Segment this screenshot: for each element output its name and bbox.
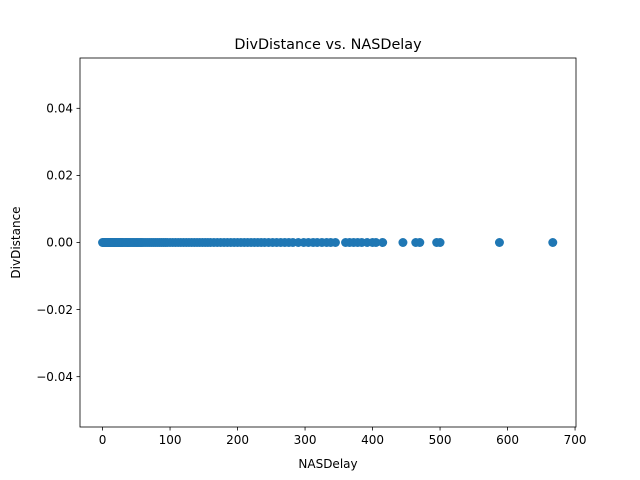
x-tick-label: 300 [294,433,317,447]
x-axis: 0 100 200 300 400 500 600 700 [99,427,587,447]
y-tick-label: −0.02 [36,303,73,317]
chart-title: DivDistance vs. NASDelay [234,37,422,53]
x-axis-title: NASDelay [298,457,357,471]
data-point [415,238,425,247]
x-tick-label: 400 [361,433,384,447]
data-point [398,238,408,247]
x-tick-label: 100 [159,433,182,447]
y-tick-label: 0.02 [46,169,73,183]
data-point [330,238,340,247]
data-point [494,238,504,247]
y-tick-label: −0.04 [36,370,73,384]
data-point [371,238,381,247]
x-tick-label: 700 [564,433,587,447]
data-point [435,238,445,247]
y-axis: −0.04 −0.02 0.00 0.02 0.04 [36,102,80,384]
data-point [548,238,558,247]
x-tick-label: 500 [429,433,452,447]
y-tick-label: 0.00 [46,236,73,250]
y-axis-title: DivDistance [9,206,23,278]
x-tick-label: 600 [496,433,519,447]
points-layer [98,238,558,247]
data-point [378,238,388,247]
y-tick-label: 0.04 [46,102,73,116]
x-tick-label: 200 [226,433,249,447]
x-tick-label: 0 [99,433,107,447]
